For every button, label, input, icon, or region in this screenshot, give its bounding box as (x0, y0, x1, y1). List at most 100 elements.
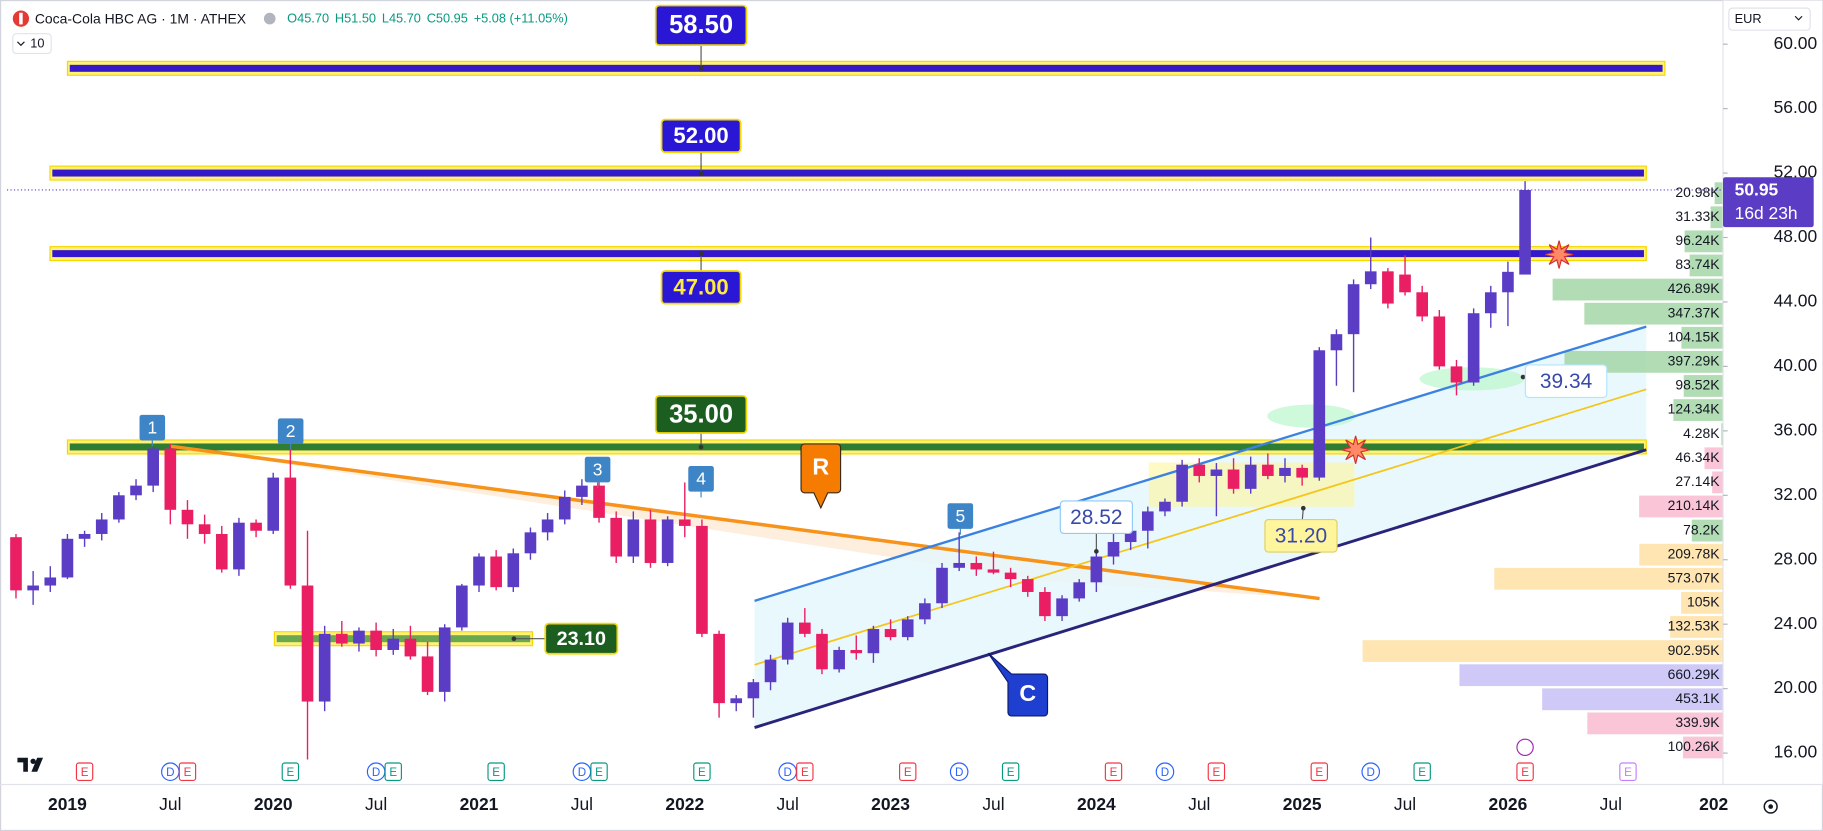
settings-icon[interactable] (1763, 799, 1778, 814)
highlight (1267, 404, 1356, 428)
candle-body (1039, 591, 1051, 617)
candle-body (113, 495, 125, 520)
candle-body (1450, 366, 1463, 383)
volume-profile-label: 83.74K (1675, 256, 1720, 272)
price-note-box (1264, 518, 1338, 553)
level-anchor (511, 636, 517, 642)
candle-body (987, 569, 1000, 573)
marker-box (139, 414, 166, 441)
candle-body (267, 477, 280, 531)
candle-body (541, 519, 554, 533)
candle-body (233, 522, 245, 570)
event-badge (1207, 762, 1226, 782)
candle-body (919, 603, 931, 620)
candle-body (1210, 469, 1223, 476)
price-note-label: 31.20 (1275, 524, 1327, 547)
event-label: D (578, 766, 586, 779)
event-badge (75, 762, 94, 782)
level-line (52, 250, 1644, 258)
candle-body (198, 524, 211, 534)
x-tick-label: Jul (159, 794, 181, 814)
candle-body (644, 519, 657, 563)
volume-profile-bar (1712, 471, 1724, 494)
candle-body (901, 619, 914, 638)
settings-icon-dot (1768, 804, 1774, 809)
candle-body (799, 622, 811, 634)
candle-body (250, 522, 262, 531)
candle-body (1347, 284, 1360, 335)
candle-body (370, 630, 382, 650)
volume-profile-bar (1552, 278, 1724, 301)
candle-body (953, 562, 965, 568)
level-anchor (698, 66, 704, 71)
candle-body (610, 517, 623, 557)
marker-box (584, 456, 611, 483)
volume-profile-label: 573.07K (1668, 569, 1721, 585)
y-tick-label: 56.00 (1774, 97, 1818, 117)
event-label: E (1110, 766, 1118, 779)
marker-box (277, 418, 304, 444)
axes-layer: EUR 2019 Jul 2020 Jul 2021 Jul 2022 Jul 2023 Jul 2… (0, 0, 1823, 814)
y-tick-label: 24.00 (1774, 613, 1818, 633)
event-label: E (1213, 766, 1221, 779)
event-badge (796, 762, 814, 782)
level-line (276, 635, 531, 643)
volume-profile-bar (1691, 519, 1724, 542)
candle-body (1244, 464, 1257, 489)
y-tick-label: 48.00 (1774, 226, 1818, 246)
event-label: D (783, 766, 791, 779)
y-tick-label: 44.00 (1774, 291, 1818, 311)
volume-profile-bar (1459, 664, 1724, 687)
volume-profile-label: 4.28K (1683, 425, 1720, 441)
event-badge (178, 762, 197, 782)
interval-toggle[interactable] (12, 33, 52, 55)
y-tick-label: 40.00 (1774, 355, 1818, 375)
candle-body (301, 585, 314, 702)
y-tick-label: 60.00 (1774, 33, 1818, 53)
chevron (1794, 15, 1803, 21)
event-label: E (286, 766, 294, 779)
x-tick-label: 2019 (48, 794, 87, 814)
volume-profile-bar (1639, 495, 1724, 518)
legend: Coca-Cola HBC AG · 1M · ATHEX O45.70 H51.… (12, 10, 568, 772)
candle-body (456, 585, 468, 628)
candle-body (867, 629, 880, 654)
volume-profile-label: 132.53K (1668, 618, 1721, 634)
volume-profile-label: 31.33K (1675, 208, 1720, 224)
volume-profile-bar (1714, 182, 1724, 205)
y-tick-label: 20.00 (1774, 677, 1818, 697)
countdown: 16d 23h (1735, 203, 1798, 223)
symbol: Coca-Cola HBC AG · 1M · ATHEX (35, 10, 246, 26)
candle-body (507, 553, 520, 588)
channel-upper (754, 325, 1647, 602)
candle-body (764, 659, 777, 683)
event-badge (1619, 762, 1637, 782)
last-price-box (1723, 177, 1814, 228)
candle-body (1313, 350, 1326, 478)
volume-profile-label: 20.98K (1675, 184, 1720, 200)
price-note-point (1520, 374, 1526, 380)
volume-profile-label: 100.26K (1668, 738, 1721, 754)
candle-body (1159, 501, 1171, 512)
trendline (170, 444, 1320, 601)
candle-body (44, 577, 57, 586)
event-label: E (1521, 766, 1529, 779)
volume-profile-bar (1587, 712, 1724, 735)
candle-body (1399, 274, 1411, 293)
x-tick-label: Jul (777, 794, 799, 814)
currency-select[interactable] (1728, 7, 1811, 31)
x-tick-label: 2024 (1077, 794, 1116, 814)
burst-icon (1341, 435, 1370, 464)
event-badge (1310, 762, 1329, 782)
event-badge (590, 762, 608, 782)
marker-label: 4 (696, 469, 706, 489)
volume-profile-bar (1689, 254, 1724, 277)
candle-body (1502, 271, 1514, 293)
currency: EUR (1735, 11, 1762, 26)
x-tick-label: Jul (571, 794, 593, 814)
level-label-box (660, 118, 742, 154)
x-tick-label: Jul (365, 794, 387, 814)
channel-mid (754, 388, 1647, 666)
y-tick-label: 36.00 (1774, 419, 1818, 439)
candle-body (1416, 292, 1428, 317)
